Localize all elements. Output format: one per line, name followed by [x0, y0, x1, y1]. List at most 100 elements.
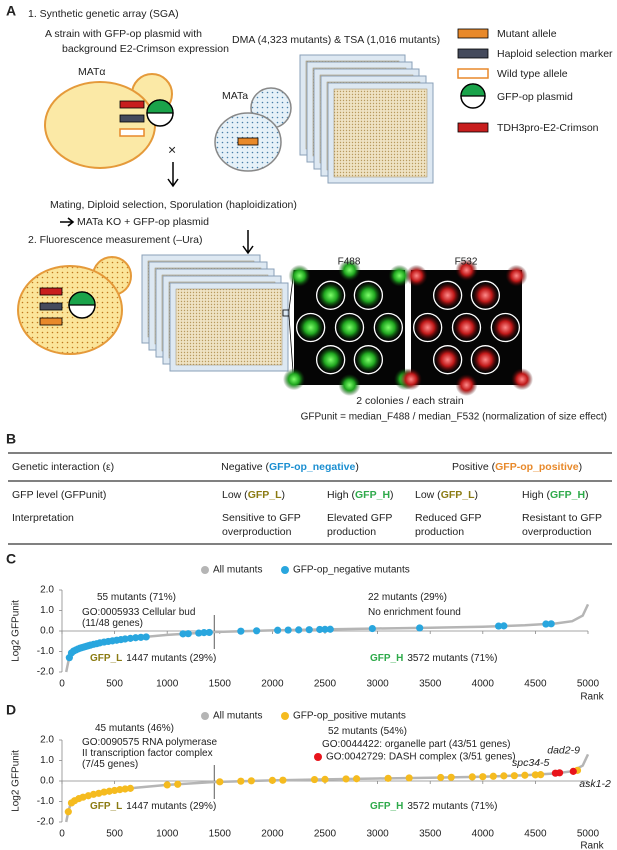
annotation: GO:0044422: organelle part (43/51 genes): [322, 739, 510, 750]
arrow: [60, 217, 75, 227]
colony-glow: [472, 282, 499, 309]
process-text: Mating, Diploid selection, Sporulation (…: [50, 199, 297, 211]
data-point: [531, 771, 540, 779]
x-tick-label: 0: [59, 829, 65, 840]
colony-glow: [355, 346, 382, 373]
legend-a: [457, 28, 489, 133]
step-title: 1. Synthetic genetic array (SGA): [28, 8, 179, 20]
legend-text: GFP-op plasmid: [497, 91, 573, 103]
table-cell: Genetic interaction (ε): [12, 461, 114, 473]
data-point: [447, 773, 455, 781]
table-cell: overproduction: [222, 526, 292, 538]
annotation: GFP_L 1447 mutants (29%): [90, 801, 216, 812]
table-cell: Reduced GFP: [415, 512, 482, 524]
legend-text: All mutants: [213, 565, 262, 576]
panel-label: A: [6, 3, 16, 19]
cell-text: ): [579, 461, 583, 473]
colony-glow: [455, 259, 478, 281]
y-tick-label: -1.0: [37, 796, 55, 807]
arrow: [242, 230, 254, 255]
x-tick-label: 3500: [419, 829, 442, 840]
colony-glow: [400, 368, 422, 391]
panel-label: D: [6, 702, 16, 718]
annotation-text: (7/45 genes): [82, 759, 138, 770]
colony-ring: [470, 280, 501, 310]
plate-grid: [333, 88, 428, 178]
legend-text: All mutants: [213, 711, 262, 722]
colony-glow: [511, 368, 533, 391]
colony-glow: [288, 264, 311, 287]
colonies-text: 2 colonies / each strain: [356, 395, 464, 407]
annotation: 45 mutants (46%): [95, 723, 174, 734]
data-point: [547, 620, 555, 628]
data-point: [569, 767, 577, 775]
y-tick-label: 1.0: [40, 605, 54, 616]
data-point: [537, 771, 545, 779]
data-point: [279, 776, 287, 784]
x-tick-label: 3000: [366, 829, 389, 840]
cell-text: Elevated GFP: [327, 512, 392, 524]
cell-text: Genetic interaction (ε): [12, 461, 114, 473]
colony-glow: [375, 314, 402, 341]
colony-ring: [432, 345, 463, 375]
colony-ring: [334, 312, 365, 343]
annotation: No enrichment found: [368, 607, 461, 618]
annotation: (7/45 genes): [82, 759, 138, 770]
panel-label: C: [6, 551, 16, 567]
x-tick-label: 1000: [156, 829, 179, 840]
annotation-emphasis: GFP_H: [370, 653, 403, 664]
table-cell: Elevated GFP: [327, 512, 392, 524]
annotation-text: 52 mutants (54%): [328, 726, 407, 737]
annotation: GO:0090575 RNA polymerase: [82, 737, 218, 748]
data-point: [316, 625, 324, 634]
data-point: [284, 626, 292, 634]
cell-text: Low (: [222, 489, 248, 501]
colony-ring: [353, 280, 384, 310]
cell-text: overproduction: [222, 526, 292, 538]
data-point: [237, 777, 245, 785]
y-tick-label: 1.0: [40, 755, 54, 766]
annotation-text: (11/48 genes): [82, 618, 143, 629]
colony-glow: [388, 264, 411, 287]
y-tick-label: 2.0: [40, 735, 54, 746]
colony-ring: [470, 345, 501, 375]
data-point: [121, 785, 129, 793]
plate-grid: [175, 288, 283, 366]
charts: C 2.0 1.0 0.0 -1.0 -2.0 0 500 1000 1500 2000 2500 30…: [6, 551, 611, 850]
cell-text: overproduction: [522, 526, 592, 538]
x-tick-label: 5000: [577, 829, 600, 840]
data-point: [116, 786, 124, 794]
annotation: 22 mutants (29%): [368, 592, 447, 603]
x-tick-label: 4500: [524, 679, 547, 690]
x-axis-label: Rank: [580, 841, 604, 850]
x-tick-label: 500: [106, 679, 123, 690]
colony-glow: [434, 282, 461, 309]
data-point: [326, 625, 334, 633]
cell-text: GFP level (GFPunit): [12, 489, 106, 501]
y-tick-label: 2.0: [40, 585, 54, 596]
data-point: [200, 629, 208, 637]
cell-text: High (: [522, 489, 551, 501]
collections: DMA (4,323 mutants) & TSA (1,016 mutants…: [232, 34, 440, 46]
colony-glow: [336, 314, 363, 341]
annotation: 52 mutants (54%): [328, 726, 407, 737]
cell-text: Sensitive to GFP: [222, 512, 301, 524]
legend-text: Haploid selection marker: [497, 48, 613, 60]
annotation: GFP_H 3572 mutants (71%): [370, 653, 497, 664]
data-point: [437, 773, 445, 782]
table-cell: Low (GFP_L): [222, 489, 285, 501]
x-tick-label: 4000: [472, 829, 495, 840]
data-point: [126, 634, 134, 642]
channel-label: F532: [455, 257, 478, 268]
cell-text: ): [585, 489, 589, 501]
data-point: [500, 772, 508, 780]
annotation-text: GO:0090575 RNA polymerase: [82, 737, 218, 748]
data-point: [179, 630, 187, 638]
cell-text: production: [327, 526, 376, 538]
cell-text: ): [475, 489, 479, 501]
annotation-text: No enrichment found: [368, 607, 461, 618]
annotation-emphasis: GFP_H: [370, 801, 403, 812]
legend-text: Wild type allele: [497, 68, 568, 80]
plate-stack: [299, 54, 434, 184]
strain-text: A strain with GFP-op plasmid with: [45, 28, 202, 40]
